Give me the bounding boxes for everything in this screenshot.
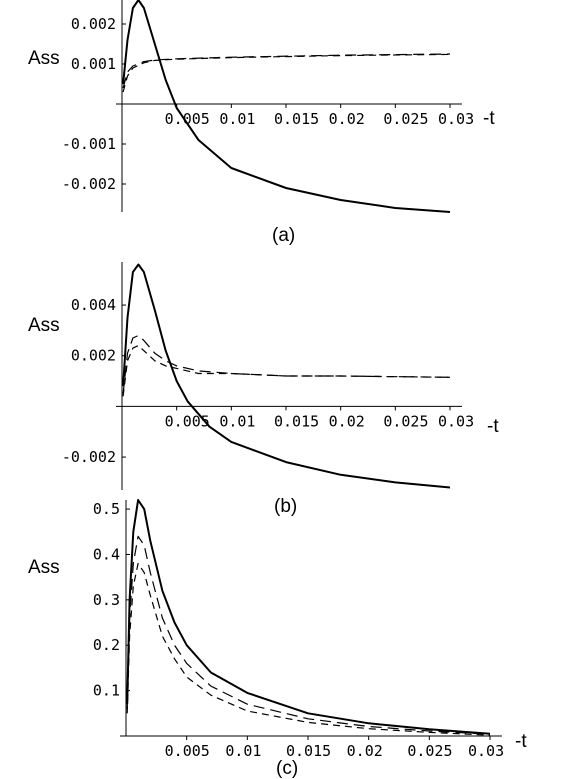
series-line-short-dash — [122, 345, 451, 397]
x-axis-label: -t — [483, 108, 495, 129]
panel-c: Ass -t (c) 0.005 0.01 0.015 0.02 0.025 0.03 0.… — [28, 499, 527, 779]
panel-label: (b) — [274, 496, 297, 517]
x-tick-label: 0.025 — [383, 412, 428, 430]
panel-a: Ass -t (a) 0.005 0.01 0.015 0.02 0.025 0.03 0.… — [28, 0, 495, 246]
x-tick-label: 0.03 — [468, 742, 504, 760]
x-tick-label: 0.005 — [165, 742, 210, 760]
y-tick-label: -0.002 — [62, 175, 116, 193]
y-tick-label: 0.004 — [71, 296, 116, 314]
x-tick-label: 0.025 — [407, 742, 452, 760]
y-axis-label: Ass — [28, 315, 60, 336]
series-line-long-dash — [126, 535, 491, 735]
panel-label: (c) — [276, 758, 298, 779]
y-tick-label: 0.3 — [93, 591, 120, 609]
y-tick-label: 0.001 — [71, 55, 116, 73]
x-tick-label: 0.015 — [274, 110, 319, 128]
series-line-long-dash — [122, 53, 451, 89]
panel-label: (a) — [272, 225, 295, 246]
x-tick-label: 0.01 — [219, 412, 255, 430]
x-tick-label: 0.025 — [383, 110, 428, 128]
y-tick-label: 0.4 — [93, 545, 120, 563]
x-tick-label: 0.015 — [286, 742, 331, 760]
x-axis-label: -t — [515, 731, 527, 752]
y-tick-label: -0.001 — [62, 135, 116, 153]
series-line-long-dash — [122, 334, 451, 394]
y-tick-label: 0.2 — [93, 636, 120, 654]
x-tick-label: 0.02 — [329, 412, 365, 430]
panel-b: Ass -t (b) 0.005 0.01 0.015 0.02 0.025 0.03 0.… — [28, 262, 499, 517]
y-tick-label: 0.1 — [93, 682, 120, 700]
series-line-short-dash — [122, 53, 451, 93]
x-tick-label: 0.015 — [274, 412, 319, 430]
y-axis-label: Ass — [28, 48, 60, 69]
x-tick-label: 0.02 — [347, 742, 383, 760]
series-line-short-dash — [126, 562, 491, 736]
x-tick-label: 0.005 — [165, 412, 210, 430]
y-tick-label: 0.5 — [93, 500, 120, 518]
y-tick-label: 0.002 — [71, 347, 116, 365]
y-tick-label: -0.002 — [62, 448, 116, 466]
x-tick-label: 0.01 — [219, 110, 255, 128]
x-axis-label: -t — [487, 416, 499, 437]
x-tick-label: 0.01 — [225, 742, 261, 760]
y-tick-label: 0.002 — [71, 15, 116, 33]
series-line-solid — [122, 0, 451, 213]
series-line-solid — [126, 499, 491, 735]
x-tick-label: 0.03 — [438, 412, 474, 430]
x-tick-label: 0.02 — [329, 110, 365, 128]
series-line-solid — [122, 263, 451, 489]
x-tick-label: 0.03 — [438, 110, 474, 128]
y-axis-label: Ass — [28, 557, 60, 578]
x-tick-label: 0.005 — [165, 110, 210, 128]
